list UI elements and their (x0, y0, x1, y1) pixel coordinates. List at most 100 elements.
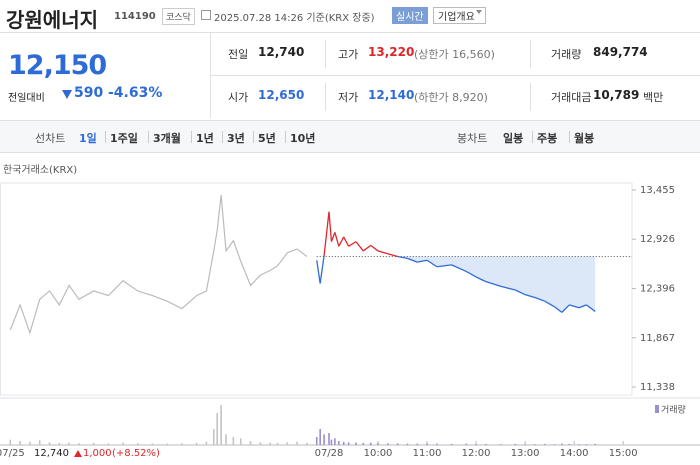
price-segment (323, 211, 330, 256)
stat-label: 시가 (228, 91, 249, 104)
volume-bar (38, 440, 41, 445)
x-tick-label: 07/28 (315, 448, 344, 459)
volume-bar (276, 442, 279, 445)
volume-bar (181, 443, 183, 445)
divider (0, 32, 700, 33)
volume-bar (92, 442, 95, 445)
volume-bar (377, 443, 379, 445)
tab[interactable]: 월봉 (574, 132, 595, 145)
price-segment (544, 300, 555, 308)
realtime-button[interactable]: 실시간 (392, 7, 428, 24)
tab[interactable]: 1주일 (110, 132, 138, 145)
tab[interactable]: 주봉 (537, 132, 558, 145)
price-segment (569, 304, 580, 309)
price-segment (578, 304, 587, 309)
stat-note: (하한가 8,920) (414, 91, 488, 104)
dropdown-arrow (476, 10, 482, 17)
current-price: 12,150 (8, 50, 107, 81)
price-segment (316, 260, 321, 284)
volume-bar (406, 443, 409, 445)
price-segment (370, 244, 379, 252)
volume-bar (514, 443, 517, 445)
tab-group-label: 봉차트 (457, 132, 488, 145)
stat-value: 12,740 (258, 45, 305, 59)
price-segment (319, 255, 325, 284)
volume-bar (58, 442, 61, 445)
stock-code: 114190 (114, 11, 156, 22)
tab[interactable]: 1일 (79, 132, 97, 145)
tab-separator (569, 131, 570, 143)
volume-bar (337, 441, 340, 445)
price-segment (524, 294, 536, 299)
volume-bar (387, 443, 389, 445)
volume-legend-swatch (655, 405, 659, 413)
footer-change-pct: (+8.52%) (112, 448, 160, 459)
volume-bar (578, 444, 580, 445)
tab[interactable]: 3년 (227, 132, 245, 145)
y-tick-label: 11,867 (640, 333, 675, 344)
volume-bar (328, 433, 330, 445)
volume-bar (553, 444, 556, 445)
tab-separator (222, 131, 223, 143)
volume-bar (269, 442, 271, 445)
volume-bar (216, 413, 219, 445)
volume-bar (594, 443, 597, 445)
tab[interactable]: 1년 (196, 132, 214, 145)
price-segment (485, 281, 501, 287)
volume-bar (426, 443, 428, 445)
market-badge: 코스닥 (162, 8, 195, 25)
stat-label: 거래량 (551, 48, 582, 61)
volume-bar (19, 441, 21, 445)
tab-separator (285, 131, 286, 143)
volume-bar (585, 444, 588, 445)
volume-bar (342, 441, 345, 445)
x-tick-label: 11:00 (413, 448, 442, 459)
price-segment (355, 241, 364, 252)
stat-label: 전일 (228, 48, 249, 61)
volume-bar (306, 442, 308, 445)
down-arrow (62, 90, 72, 104)
divider (325, 83, 326, 111)
timestamp: 2025.07.28 14:26 기준(KRX 장중) (214, 13, 375, 24)
stat-value: 849,774 (593, 45, 648, 59)
change-pct: -4.63% (108, 85, 163, 101)
stat-label: 고가 (338, 48, 359, 61)
volume-bar (561, 443, 563, 445)
volume-bar (122, 442, 124, 445)
stat-label: 거래대금 (551, 91, 592, 104)
volume-bar (212, 429, 215, 445)
volume-bar (249, 441, 252, 445)
volume-bar (534, 444, 536, 445)
volume-bar (396, 443, 399, 445)
up-arrow (74, 450, 82, 457)
volume-bar (355, 442, 357, 445)
volume-bar (78, 443, 80, 445)
volume-bar (225, 434, 227, 445)
stock-name: 강원에너지 (6, 8, 98, 32)
volume-bar (436, 443, 438, 445)
price-segment (377, 250, 389, 255)
company-button[interactable]: 기업개요 (433, 7, 486, 24)
x-tick-label: 10:00 (364, 448, 393, 459)
volume-bar (362, 442, 365, 445)
tab[interactable]: 10년 (290, 132, 316, 145)
volume-bar (450, 443, 453, 445)
volume-bar (68, 442, 70, 445)
price-segment (343, 236, 350, 247)
price-segment (534, 296, 545, 302)
volume-legend: 거래량 (661, 404, 686, 416)
source-label: 한국거래소(KRX) (3, 164, 77, 176)
volume-bar (259, 442, 262, 445)
tab-separator (253, 131, 254, 143)
divider (325, 40, 326, 68)
x-tick-label: 13:00 (511, 448, 540, 459)
price-segment (500, 285, 516, 291)
change-value: 590 (74, 85, 104, 101)
price-segment (397, 255, 408, 260)
price-segment (451, 264, 467, 273)
y-tick-label: 13,455 (640, 185, 675, 196)
tab[interactable]: 일봉 (503, 132, 524, 145)
tab[interactable]: 3개월 (153, 132, 181, 145)
tab[interactable]: 5년 (258, 132, 276, 145)
footer-change: 1,000 (83, 448, 112, 459)
